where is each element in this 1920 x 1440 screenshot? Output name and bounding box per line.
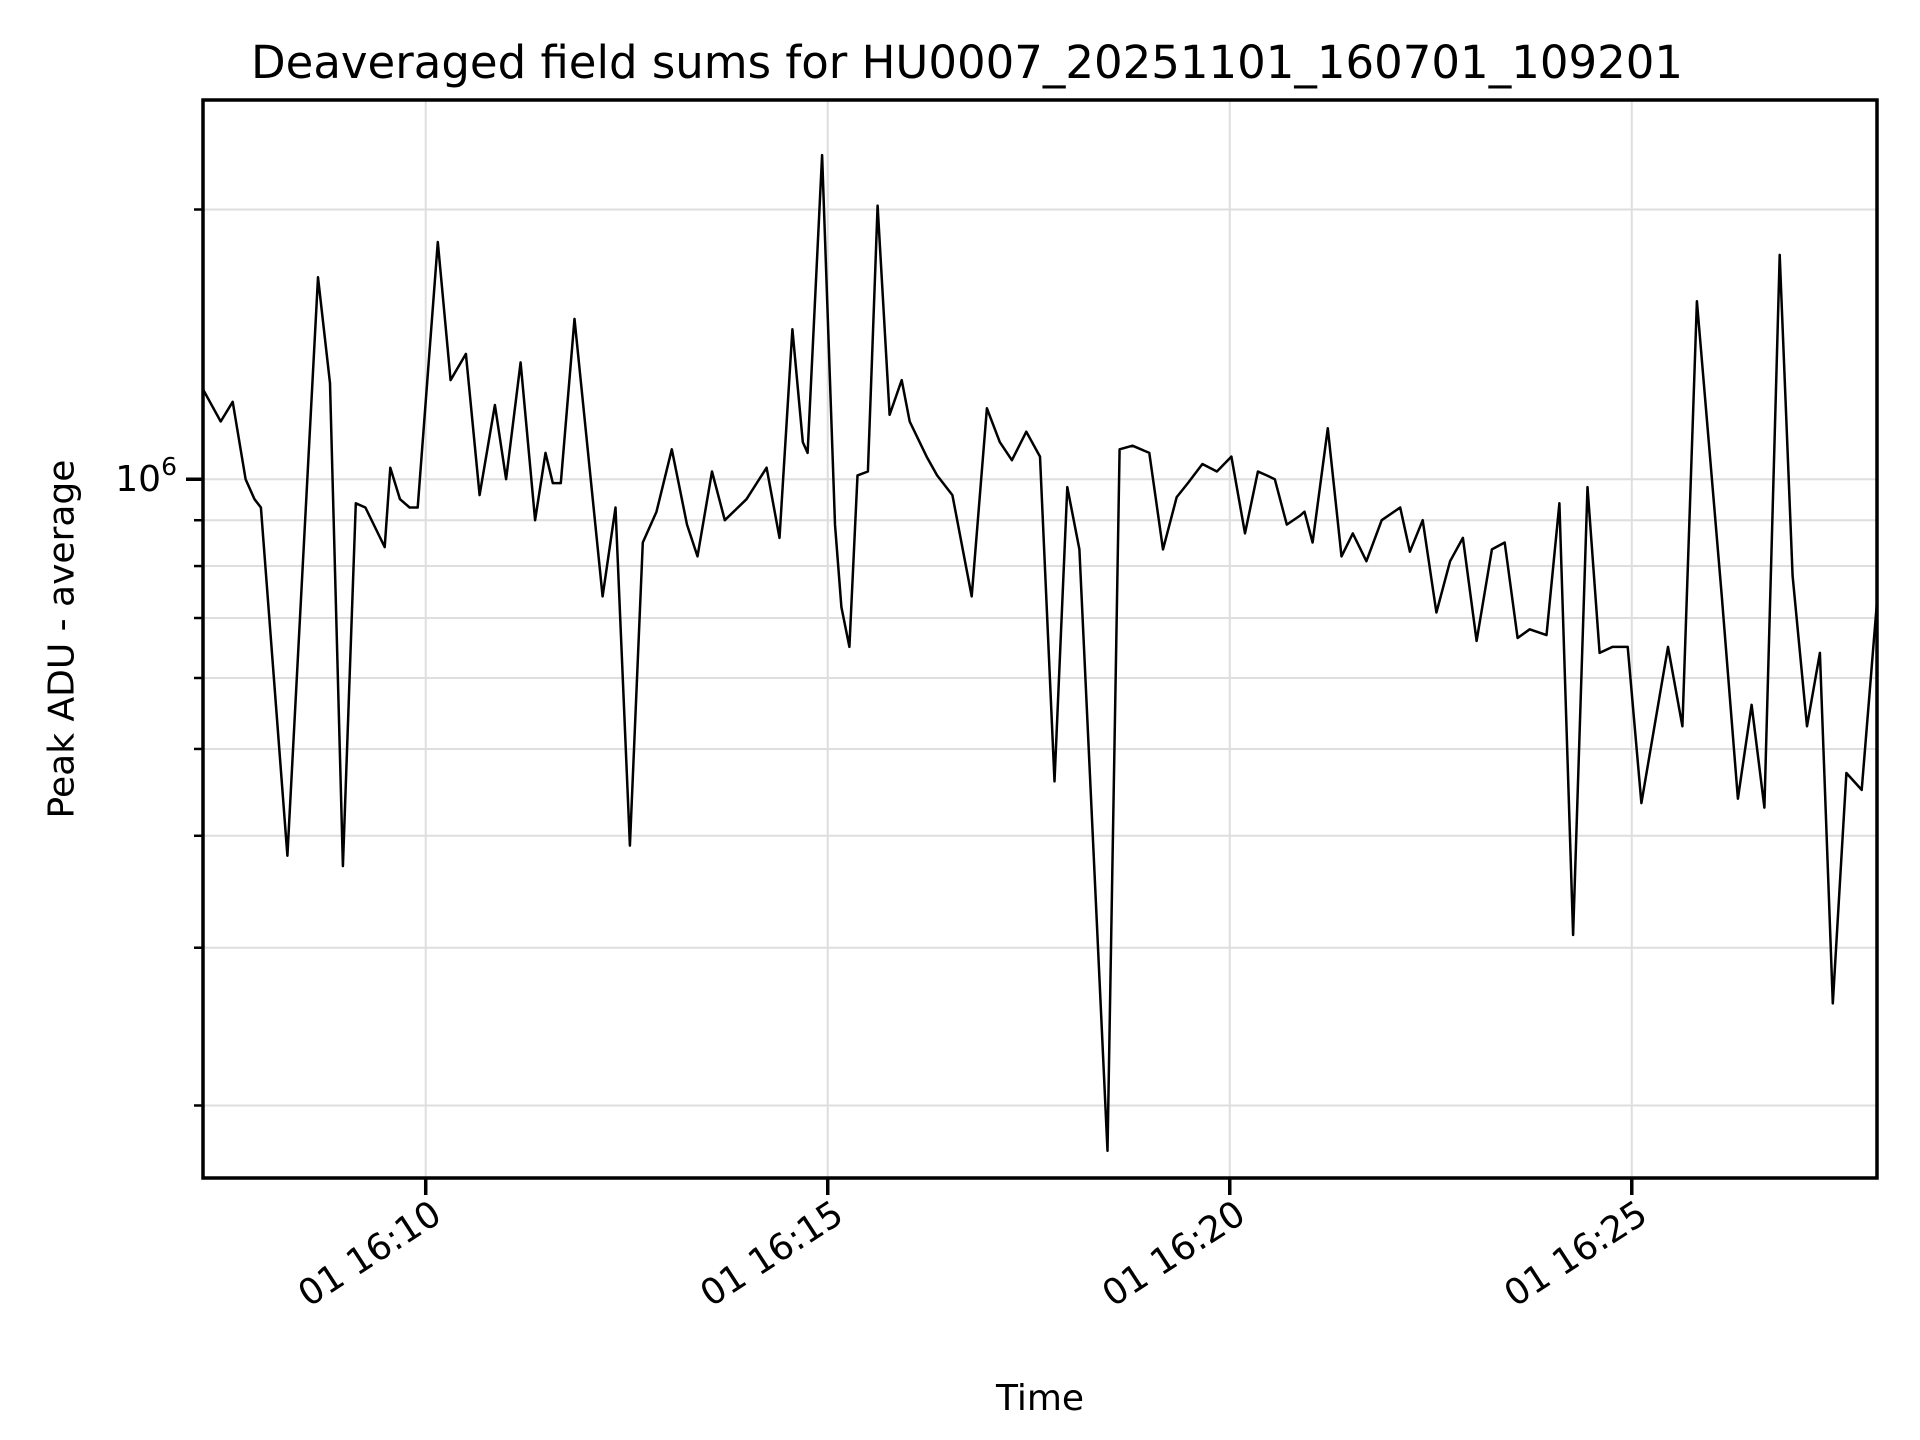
y-axis-label: Peak ADU - average (41, 459, 83, 819)
x-axis-label: Time (995, 1378, 1085, 1419)
data-line (201, 153, 1879, 1153)
plot-border (201, 98, 1879, 1180)
x-tick-label: 01 16:20 (1095, 1193, 1252, 1315)
x-tick-label: 01 16:25 (1497, 1193, 1654, 1315)
y-tick-label: 106 (115, 452, 177, 500)
chart-title: Deaveraged field sums for HU0007_2025110… (251, 36, 1683, 89)
x-tick-label: 01 16:15 (693, 1193, 850, 1315)
x-tick-label: 01 16:10 (291, 1193, 448, 1315)
